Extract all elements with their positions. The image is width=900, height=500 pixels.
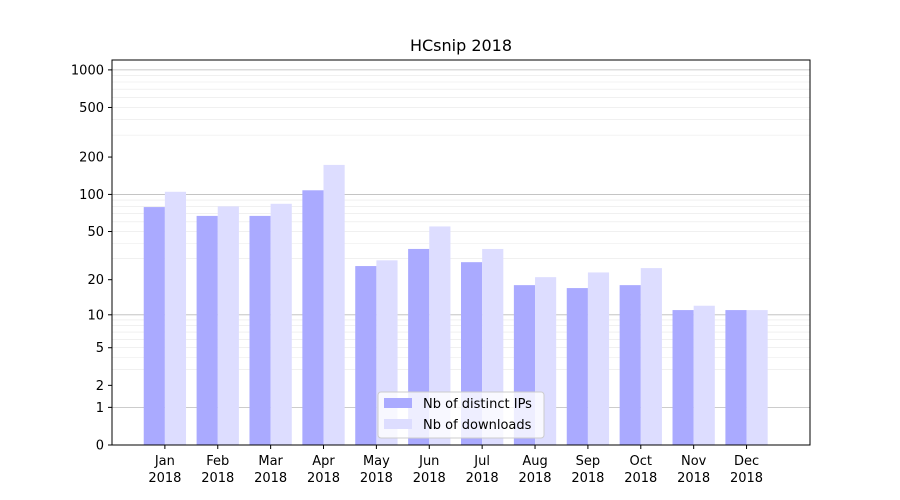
x-tick-label-month: Nov xyxy=(681,454,707,469)
bar-distinct-ips xyxy=(302,190,324,445)
x-tick-label-month: Aug xyxy=(522,454,547,469)
chart-title: HCsnip 2018 xyxy=(410,36,512,55)
bar-distinct-ips xyxy=(566,288,588,445)
x-tick-label-year: 2018 xyxy=(201,471,234,486)
bar-downloads xyxy=(164,191,187,445)
y-tick-label: 50 xyxy=(87,225,104,240)
bar-downloads xyxy=(270,203,292,445)
x-tick-label-year: 2018 xyxy=(571,471,604,486)
y-tick-label: 0 xyxy=(96,439,104,454)
bar-distinct-ips xyxy=(725,310,747,445)
y-tick-label: 200 xyxy=(79,151,104,166)
x-tick-label-month: Mar xyxy=(258,454,283,469)
x-tick-label-year: 2018 xyxy=(466,471,499,486)
bar-distinct-ips xyxy=(672,310,694,445)
bar-distinct-ips xyxy=(196,215,218,445)
y-tick-label: 100 xyxy=(79,188,104,203)
x-tick-label-month: Jan xyxy=(154,454,175,469)
bar-distinct-ips xyxy=(143,207,165,445)
legend-swatch-downloads xyxy=(384,419,412,429)
x-tick-label-year: 2018 xyxy=(360,471,393,486)
x-tick-label-month: Jul xyxy=(473,454,490,469)
legend-swatch-ips xyxy=(384,398,412,408)
y-tick-label: 10 xyxy=(87,308,104,323)
x-tick-label-year: 2018 xyxy=(413,471,446,486)
legend: Nb of distinct IPs Nb of downloads xyxy=(377,391,545,439)
y-tick-label: 1 xyxy=(96,401,104,416)
legend-box xyxy=(377,391,545,439)
bar-downloads xyxy=(217,206,239,445)
y-tick-label: 2 xyxy=(96,379,104,394)
x-tick-label-month: Dec xyxy=(734,454,759,469)
bar-downloads xyxy=(587,272,610,445)
bar-downloads xyxy=(693,305,715,445)
y-tick-label: 5 xyxy=(96,341,104,356)
x-tick-label-month: Apr xyxy=(312,454,335,469)
bar-downloads xyxy=(640,268,662,445)
bar-downloads xyxy=(323,164,345,446)
x-tick-label-month: Feb xyxy=(206,454,229,469)
y-tick-label: 1000 xyxy=(71,63,104,78)
x-tick-label-month: Oct xyxy=(630,454,652,469)
x-tick-label-month: Jun xyxy=(418,454,439,469)
x-tick-label-year: 2018 xyxy=(518,471,551,486)
x-tick-label-year: 2018 xyxy=(148,471,181,486)
bars-group xyxy=(143,164,768,446)
x-tick-label-year: 2018 xyxy=(254,471,287,486)
x-tick-label-month: May xyxy=(363,454,390,469)
bar-distinct-ips xyxy=(355,266,377,445)
legend-label-ips: Nb of distinct IPs xyxy=(423,397,532,412)
x-axis: Jan 2018 Feb 2018 Mar 2018 Apr 2018 May 2018 Jun 20… xyxy=(148,445,763,486)
bar-distinct-ips xyxy=(249,215,271,445)
x-tick-label-year: 2018 xyxy=(730,471,763,486)
y-tick-label: 500 xyxy=(79,101,104,116)
plot-frame xyxy=(111,59,811,446)
legend-label-downloads: Nb of downloads xyxy=(423,418,532,433)
bar-downloads xyxy=(429,226,451,445)
bar-distinct-ips xyxy=(619,285,641,445)
x-tick-label-year: 2018 xyxy=(677,471,710,486)
x-tick-label-year: 2018 xyxy=(307,471,340,486)
x-tick-label-month: Sep xyxy=(576,454,601,469)
y-axis: 0 1 2 5 10 20 50 100 200 500 1000 xyxy=(71,63,112,454)
x-tick-label-year: 2018 xyxy=(624,471,657,486)
y-tick-label: 20 xyxy=(87,273,104,288)
bar-downloads xyxy=(746,310,768,445)
